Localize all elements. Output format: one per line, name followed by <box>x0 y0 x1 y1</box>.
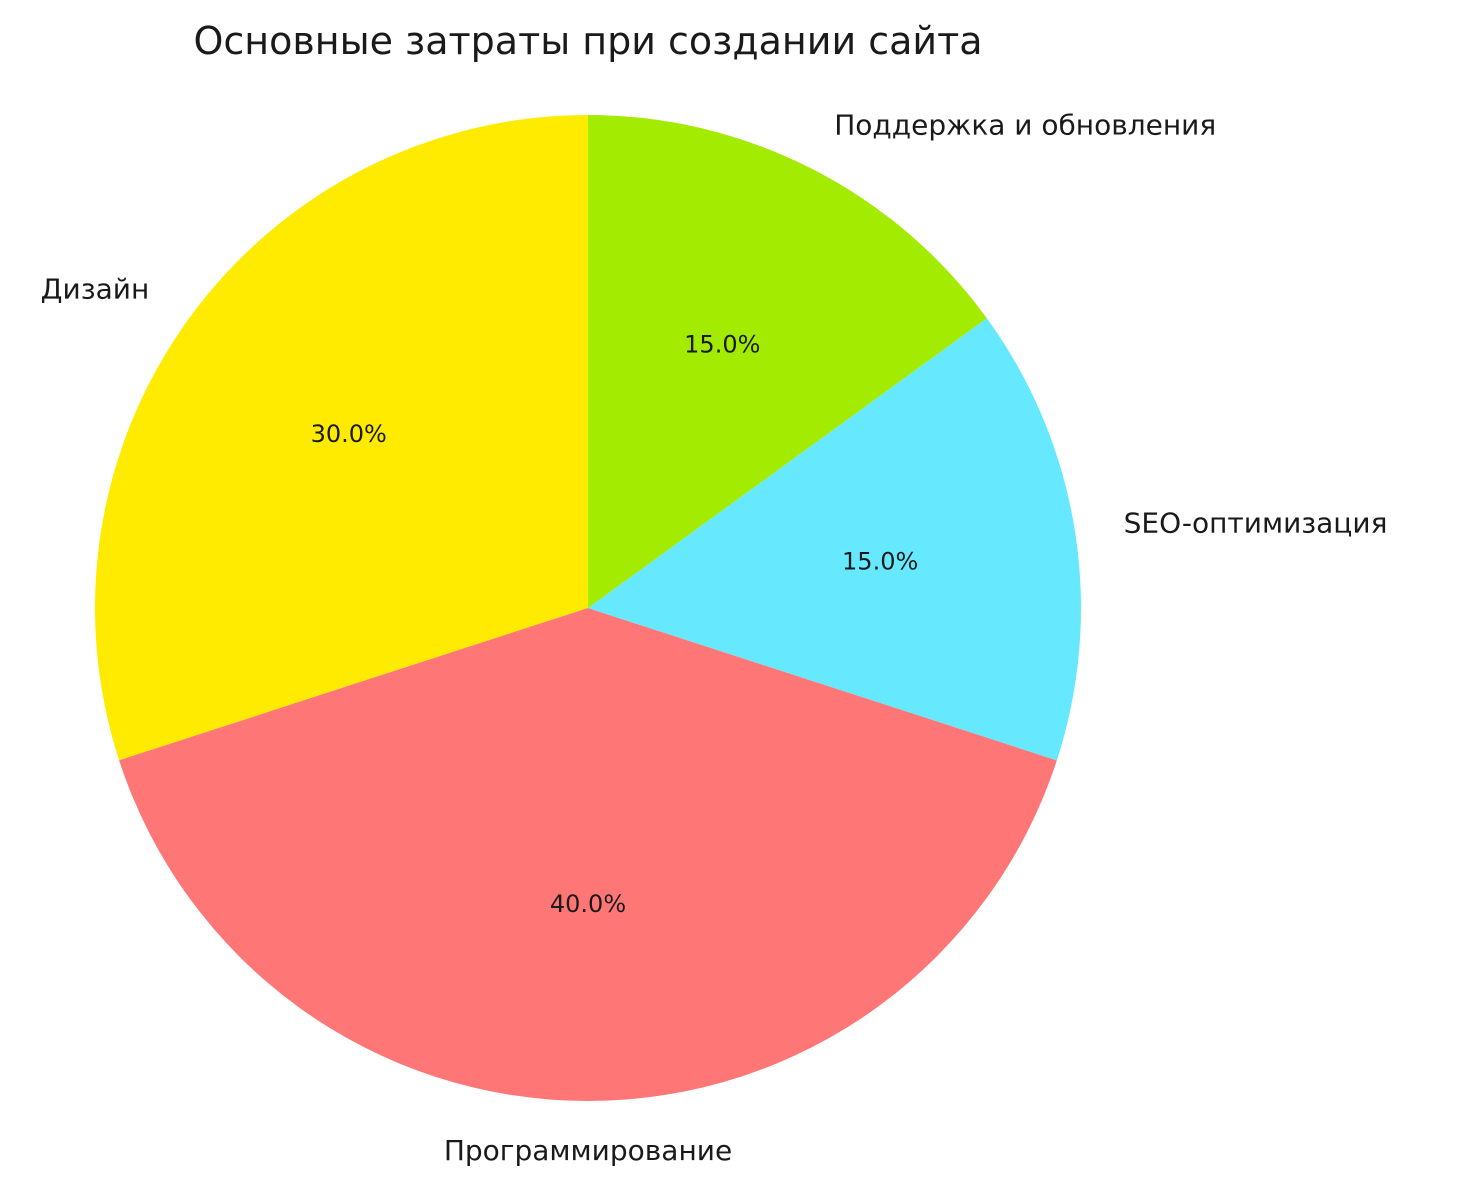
pie-slice <box>119 608 1057 1101</box>
pie-slice <box>94 115 589 761</box>
slice-percent-label: 30.0% <box>311 420 387 448</box>
pie-slice <box>588 318 1081 761</box>
slice-percent-label: 40.0% <box>550 890 626 918</box>
slice-label: Дизайн <box>41 273 150 306</box>
chart-title: Основные затраты при создании сайта <box>193 19 982 63</box>
slice-label: SEO-оптимизация <box>1124 507 1388 540</box>
slice-label: Поддержка и обновления <box>834 108 1216 141</box>
slice-percent-label: 15.0% <box>842 548 918 576</box>
slice-label: Программирование <box>444 1134 732 1167</box>
pie-slice <box>588 114 987 608</box>
slice-percent-label: 15.0% <box>684 330 760 358</box>
